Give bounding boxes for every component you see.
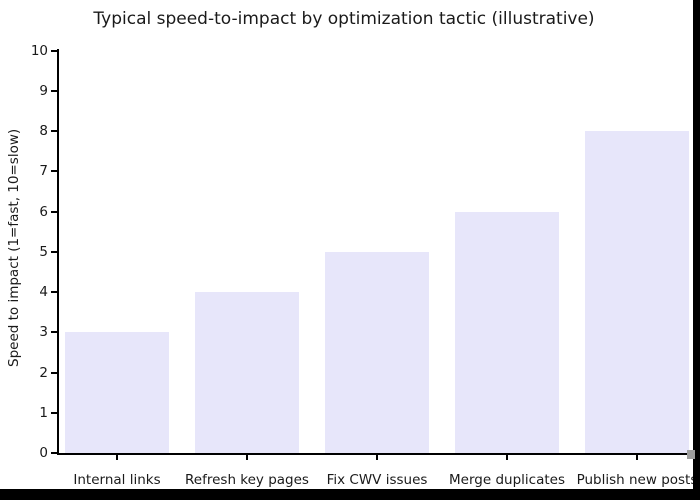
y-tick-mark-10 (51, 49, 57, 52)
bar-refresh-key-pages (195, 292, 299, 453)
bar-publish-new-posts (585, 131, 689, 453)
x-axis-spine (57, 453, 700, 455)
y-tick-mark-4 (51, 291, 57, 293)
bar-fix-cwv-issues (325, 251, 429, 453)
y-tick-mark-3 (51, 331, 57, 334)
x-tick-label-internal-links: Internal links (73, 472, 161, 488)
x-tick-label-publish-new-posts: Publish new posts (576, 472, 698, 488)
x-tick-mark-merge-duplicates (506, 455, 508, 460)
y-tick-mark-1 (51, 411, 57, 414)
screenshot-border-bottom (0, 489, 700, 500)
resize-handle-artifact (687, 450, 695, 459)
x-tick-mark-fix-cwv-issues (376, 455, 378, 460)
y-tick-mark-6 (51, 210, 57, 213)
x-tick-mark-refresh-key-pages (246, 455, 248, 460)
y-tick-label-2: 2 (39, 364, 48, 381)
y-tick-mark-0 (51, 452, 57, 454)
y-tick-label-8: 8 (39, 123, 48, 139)
y-tick-label-10: 10 (30, 42, 48, 59)
x-tick-label-merge-duplicates: Merge duplicates (449, 472, 565, 488)
y-tick-label-3: 3 (39, 324, 48, 341)
bar-merge-duplicates (455, 211, 559, 453)
x-tick-label-refresh-key-pages: Refresh key pages (185, 472, 309, 488)
y-tick-label-5: 5 (39, 243, 48, 260)
y-tick-mark-5 (51, 250, 57, 253)
y-tick-label-1: 1 (39, 404, 48, 421)
y-tick-mark-9 (51, 89, 57, 92)
y-tick-mark-2 (51, 371, 57, 374)
chart-title: Typical speed-to-impact by optimization … (93, 9, 595, 29)
x-tick-label-fix-cwv-issues: Fix CWV issues (326, 472, 428, 488)
y-tick-label-7: 7 (39, 163, 48, 180)
y-tick-label-6: 6 (39, 203, 48, 220)
y-tick-label-4: 4 (39, 284, 48, 300)
bar-internal-links (65, 332, 169, 453)
screenshot-border-right (693, 0, 700, 500)
y-tick-label-0: 0 (39, 445, 48, 461)
y-tick-mark-8 (51, 130, 57, 132)
y-tick-label-9: 9 (39, 82, 48, 99)
y-tick-mark-7 (51, 170, 57, 173)
x-tick-mark-internal-links (116, 455, 118, 460)
x-tick-mark-publish-new-posts (636, 455, 638, 460)
y-axis-spine (57, 49, 59, 455)
